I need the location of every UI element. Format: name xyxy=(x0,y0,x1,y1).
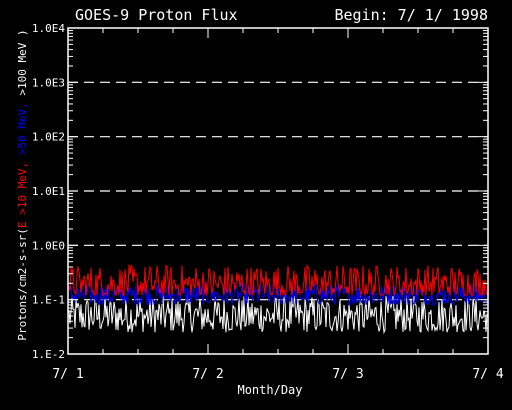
y-tick-label: 1.0E2 xyxy=(32,131,65,144)
x-axis-label: Month/Day xyxy=(237,383,302,397)
chart-title: GOES-9 Proton Flux xyxy=(75,6,238,24)
begin-date-label: Begin: 7/ 1/ 1998 xyxy=(334,6,488,24)
x-tick-label: 7/ 3 xyxy=(332,367,363,382)
y-tick-label: 1.E-2 xyxy=(32,348,65,361)
y-axis-label-part-0: Protons/cm2-s-sr( xyxy=(16,228,29,341)
y-axis-label-part-1: E >10 MeV, xyxy=(16,155,29,228)
y-tick-label: 1.0E0 xyxy=(32,239,65,252)
series-line-2 xyxy=(68,294,488,335)
y-tick-label: 1.E-1 xyxy=(32,294,65,307)
plot-area: 1.E-2 1.E-1 1.0E0 1.0E1 1.0E2 1.0E3 1.0E4 7/ 1 7… xyxy=(32,22,504,382)
y-tick-label: 1.0E1 xyxy=(32,185,65,198)
x-tick-label: 7/ 2 xyxy=(192,367,223,382)
y-tick-label: 1.0E4 xyxy=(32,22,65,35)
y-axis-label-part-2: >50 MeV, xyxy=(16,96,29,156)
y-axis-label: Protons/cm2-s-sr(E >10 MeV, >50 MeV, >10… xyxy=(16,29,29,340)
x-tick-label: 7/ 4 xyxy=(472,367,503,382)
y-tick-label: 1.0E3 xyxy=(32,76,65,89)
y-axis-label-part-3: >100 MeV ) xyxy=(16,29,29,95)
x-tick-label: 7/ 1 xyxy=(52,367,83,382)
series-line-0 xyxy=(68,264,488,297)
series-line-1 xyxy=(68,281,488,307)
